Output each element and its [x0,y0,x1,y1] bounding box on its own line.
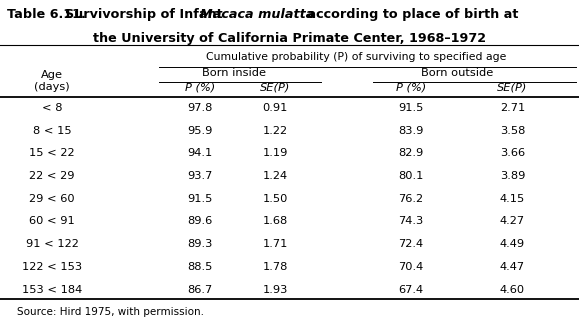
Text: 1.78: 1.78 [262,262,288,272]
Text: 3.66: 3.66 [500,148,525,158]
Text: 74.3: 74.3 [398,216,424,226]
Text: Table 6.11.: Table 6.11. [7,8,86,21]
Text: 1.68: 1.68 [262,216,288,226]
Text: 60 < 91: 60 < 91 [29,216,75,226]
Text: Macaca mulatta: Macaca mulatta [200,8,314,21]
Text: 4.60: 4.60 [500,285,525,295]
Text: 3.89: 3.89 [500,171,525,181]
Text: Cumulative probability (P) of surviving to specified age: Cumulative probability (P) of surviving … [206,52,506,62]
Text: 82.9: 82.9 [398,148,424,158]
Text: 4.27: 4.27 [500,216,525,226]
Text: 70.4: 70.4 [398,262,424,272]
Text: P (%): P (%) [396,83,426,93]
Text: 0.91: 0.91 [262,103,288,113]
Text: 1.71: 1.71 [262,239,288,249]
Text: 89.3: 89.3 [187,239,212,249]
Text: Source: Hird 1975, with permission.: Source: Hird 1975, with permission. [17,307,204,317]
Text: 88.5: 88.5 [187,262,212,272]
Text: 3.58: 3.58 [500,126,525,136]
Text: Age
(days): Age (days) [34,70,70,92]
Text: 91.5: 91.5 [187,194,212,204]
Text: 1.19: 1.19 [262,148,288,158]
Text: 93.7: 93.7 [187,171,212,181]
Text: 83.9: 83.9 [398,126,424,136]
Text: Born inside: Born inside [203,68,266,78]
Text: 76.2: 76.2 [398,194,424,204]
Text: 2.71: 2.71 [500,103,525,113]
Text: 122 < 153: 122 < 153 [22,262,82,272]
Text: SE(P): SE(P) [497,83,527,93]
Text: the University of California Primate Center, 1968–1972: the University of California Primate Cen… [93,32,486,45]
Text: Born outside: Born outside [422,68,493,78]
Text: 91.5: 91.5 [398,103,424,113]
Text: 1.93: 1.93 [262,285,288,295]
Text: Survivorship of Infant: Survivorship of Infant [65,8,227,21]
Text: 1.24: 1.24 [262,171,288,181]
Text: 15 < 22: 15 < 22 [30,148,75,158]
Text: 80.1: 80.1 [398,171,424,181]
Text: SE(P): SE(P) [260,83,290,93]
Text: 4.49: 4.49 [500,239,525,249]
Text: 95.9: 95.9 [187,126,212,136]
Text: 8 < 15: 8 < 15 [33,126,71,136]
Text: 1.50: 1.50 [262,194,288,204]
Text: 72.4: 72.4 [398,239,424,249]
Text: 91 < 122: 91 < 122 [25,239,79,249]
Text: < 8: < 8 [42,103,63,113]
Text: 94.1: 94.1 [187,148,212,158]
Text: 67.4: 67.4 [398,285,424,295]
Text: 89.6: 89.6 [187,216,212,226]
Text: 97.8: 97.8 [187,103,212,113]
Text: 153 < 184: 153 < 184 [22,285,82,295]
Text: 86.7: 86.7 [187,285,212,295]
Text: 4.15: 4.15 [500,194,525,204]
Text: P (%): P (%) [185,83,215,93]
Text: 4.47: 4.47 [500,262,525,272]
Text: 22 < 29: 22 < 29 [30,171,75,181]
Text: according to place of birth at: according to place of birth at [303,8,518,21]
Text: 1.22: 1.22 [262,126,288,136]
Text: 29 < 60: 29 < 60 [30,194,75,204]
